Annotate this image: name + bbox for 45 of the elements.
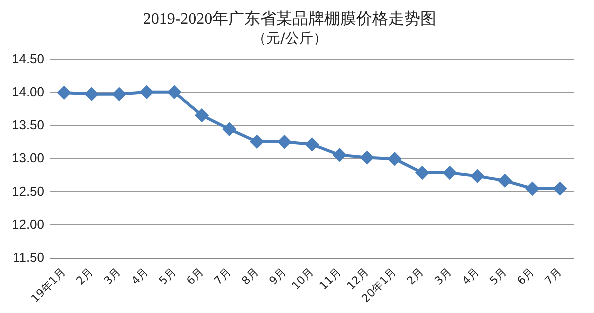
y-tick-label: 11.50 <box>12 250 45 265</box>
y-tick-label: 13.50 <box>12 118 45 133</box>
x-tick-label: 2月 <box>74 266 96 288</box>
x-tick-label: 6月 <box>514 266 537 288</box>
x-tick-label: 3月 <box>432 266 454 288</box>
chart-subtitle: （元/公斤） <box>252 31 328 48</box>
x-tick-label: 11月 <box>317 266 344 293</box>
point <box>526 182 540 196</box>
y-tick-label: 14.00 <box>12 84 45 100</box>
point <box>278 135 292 148</box>
point <box>140 86 154 99</box>
point <box>223 122 236 136</box>
x-tick-label: 9月 <box>266 266 289 288</box>
x-tick-label: 7月 <box>542 266 564 288</box>
point <box>196 109 209 122</box>
point <box>250 135 264 148</box>
x-tick-label: 19年1月 <box>28 266 68 306</box>
x-tick-label: 7月 <box>212 266 234 288</box>
x-tick-label: 8月 <box>239 266 262 288</box>
point <box>416 166 429 180</box>
x-tick-label: 6月 <box>184 266 206 288</box>
x-tick-label: 4月 <box>129 266 152 288</box>
x-tick-label: 10月 <box>290 266 316 293</box>
x-tick-label: 5月 <box>487 266 510 288</box>
y-tick-label: 12.50 <box>12 184 45 199</box>
point <box>554 182 567 196</box>
point <box>388 152 402 166</box>
x-tick-label: 3月 <box>102 266 124 288</box>
point <box>168 86 182 99</box>
point <box>498 174 512 188</box>
y-tick-label: 14.50 <box>12 52 45 67</box>
point <box>58 86 71 100</box>
point <box>360 151 374 164</box>
point <box>306 138 319 152</box>
y-tick-label: 13.00 <box>12 150 45 166</box>
x-tick-label: 5月 <box>156 266 179 288</box>
x-tick-label: 2月 <box>404 266 427 288</box>
point <box>85 88 98 101</box>
point <box>471 170 484 183</box>
y-tick-label: 12.00 <box>12 216 45 232</box>
point <box>333 148 346 162</box>
x-tick-label: 4月 <box>460 266 482 288</box>
chart-title: 2019-2020年广东省某品牌棚膜价格走势图 <box>143 10 437 28</box>
point <box>444 166 457 180</box>
point <box>112 88 126 101</box>
